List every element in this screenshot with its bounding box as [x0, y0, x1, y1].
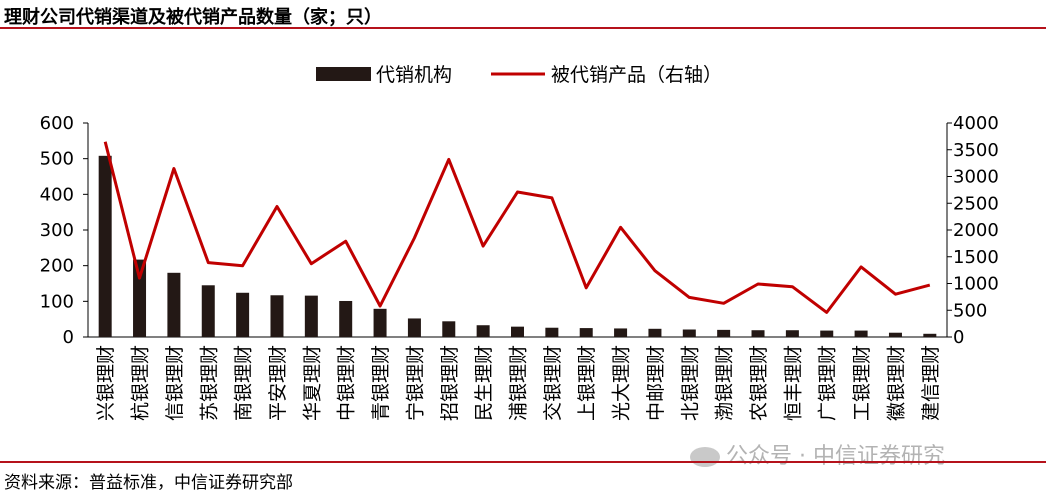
y-left-tick-label: 600 [40, 113, 74, 134]
category-label: 中邮理财 [645, 345, 667, 421]
y-left-tick-label: 0 [63, 327, 74, 348]
bar [614, 328, 628, 337]
bar [785, 330, 799, 337]
y-right-tick-label: 2500 [953, 193, 999, 214]
y-right-tick-label: 1500 [953, 247, 999, 268]
y-right-tick-label: 2000 [953, 220, 999, 241]
bar [339, 300, 353, 337]
bar [511, 326, 524, 337]
chart-title: 理财公司代销渠道及被代销产品数量（家；只） [4, 7, 382, 28]
bar [133, 259, 147, 337]
category-label: 华夏理财 [301, 345, 323, 421]
y-right-tick-label: 0 [953, 327, 964, 348]
bar [442, 321, 456, 337]
bar [717, 329, 731, 337]
category-label: 南银理财 [233, 345, 255, 421]
bar [98, 155, 112, 337]
category-label: 民生理财 [473, 345, 495, 421]
series-line [103, 141, 931, 314]
bar [476, 325, 490, 337]
category-label: 恒丰理财 [782, 345, 804, 421]
category-label: 招银理财 [439, 345, 461, 421]
bar [854, 330, 868, 337]
y-left-tick-label: 500 [40, 149, 74, 170]
category-label: 宁银理财 [404, 345, 426, 421]
category-label: 上银理财 [576, 345, 598, 421]
bar [373, 308, 387, 337]
category-label: 徽银理财 [886, 345, 908, 421]
legend-bar-swatch [316, 67, 371, 81]
category-label: 交银理财 [542, 345, 564, 421]
category-label: 信银理财 [164, 345, 186, 421]
bar [236, 292, 250, 337]
y-right-tick-label: 3500 [953, 140, 999, 161]
category-label: 平安理财 [267, 345, 289, 421]
bar [579, 328, 593, 337]
y-left-tick-label: 400 [40, 184, 74, 205]
y-right-tick-label: 1000 [953, 274, 999, 295]
category-label: 青银理财 [370, 345, 392, 421]
y-left-tick-label: 300 [40, 220, 74, 241]
legend: 代销机构 被代销产品（右轴） [316, 64, 722, 86]
y-right-tick-label: 3000 [953, 167, 999, 188]
bar [407, 318, 421, 337]
bottom-rule [0, 461, 1046, 463]
category-label: 光大理财 [611, 345, 633, 421]
category-label: 工银理财 [851, 345, 873, 421]
bar [167, 272, 181, 337]
legend-line-label: 被代销产品（右轴） [551, 64, 722, 86]
bar [682, 329, 696, 337]
category-label: 苏银理财 [198, 345, 220, 421]
y-right-tick-label: 500 [953, 300, 987, 321]
category-label: 农银理财 [748, 345, 770, 421]
category-label: 渤银理财 [714, 345, 736, 421]
category-label: 北银理财 [679, 345, 701, 421]
top-rule [0, 27, 1046, 29]
legend-bar-label: 代销机构 [376, 64, 452, 86]
y-left-tick-label: 200 [40, 256, 74, 277]
category-label: 浦银理财 [508, 345, 530, 421]
y-left-tick-label: 100 [40, 291, 74, 312]
category-label: 建信理财 [920, 345, 942, 421]
wechat-logo-icon [690, 447, 720, 467]
watermark-text: 公众号 · 中信证券研究 [726, 444, 945, 469]
bar [820, 330, 834, 337]
bar [201, 285, 215, 337]
category-label: 广银理财 [817, 345, 839, 421]
bar [304, 295, 318, 337]
category-label: 兴银理财 [95, 345, 117, 421]
category-label: 杭银理财 [130, 345, 152, 421]
bar [545, 327, 559, 337]
bar [923, 333, 937, 337]
y-right-tick-label: 4000 [953, 113, 999, 134]
bar [270, 295, 284, 337]
bar [751, 330, 765, 337]
source-note: 资料来源：普益标准，中信证券研究部 [4, 473, 293, 493]
category-label: 中银理财 [336, 345, 358, 421]
bar [888, 332, 902, 337]
bar [648, 328, 662, 337]
watermark: 公众号 · 中信证券研究 [690, 438, 945, 470]
